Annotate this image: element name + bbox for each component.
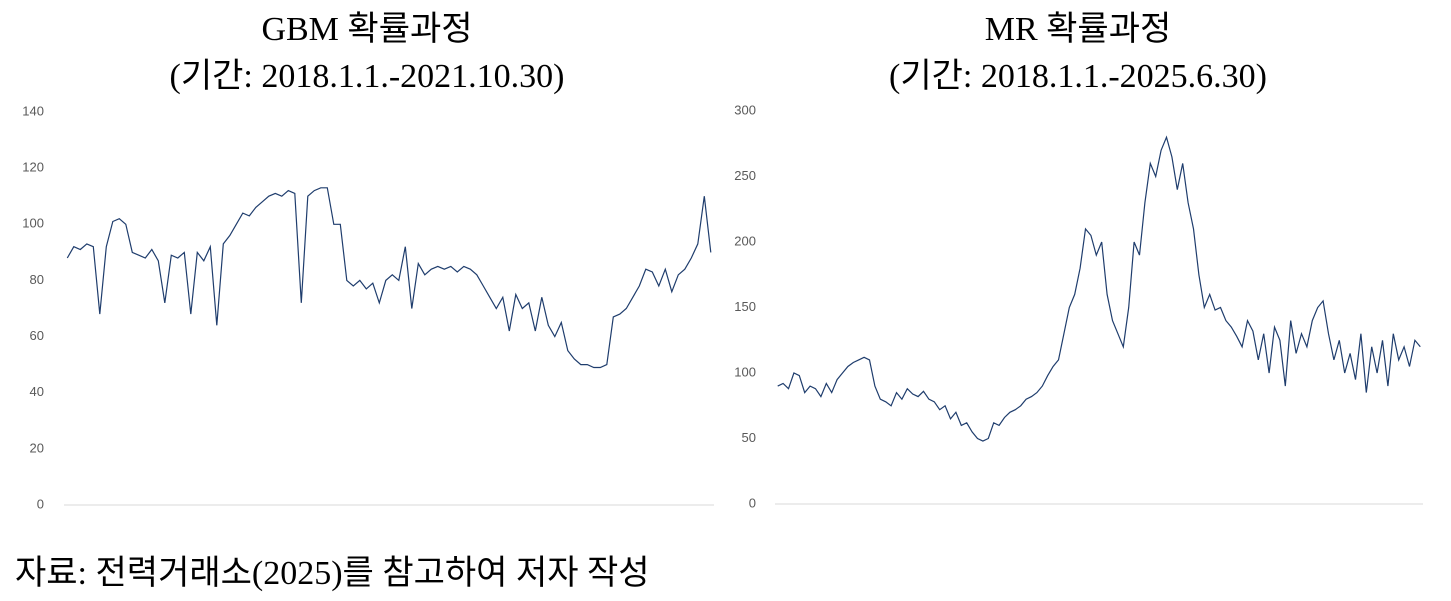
y-tick-label: 0 [749, 495, 756, 510]
y-tick-label: 60 [30, 328, 44, 343]
chart-subtitle: (기간: 2018.1.1.-2021.10.30) [170, 58, 565, 95]
y-tick-label: 300 [734, 102, 756, 117]
y-tick-label: 120 [22, 160, 44, 175]
y-tick-label: 200 [734, 233, 756, 248]
y-tick-label: 100 [22, 216, 44, 231]
y-tick-label: 20 [30, 440, 44, 455]
y-tick-label: 50 [742, 430, 756, 445]
chart-subtitle: (기간: 2018.1.1.-2025.6.30) [889, 58, 1267, 95]
y-tick-label: 140 [22, 103, 44, 118]
y-tick-label: 150 [734, 299, 756, 314]
y-tick-label: 80 [30, 272, 44, 287]
source-note: 자료: 전력거래소(2025)를 참고하여 저자 작성 [15, 555, 650, 592]
y-tick-label: 40 [30, 384, 44, 399]
y-tick-label: 0 [37, 496, 44, 511]
chart-title: MR 확률과정 [985, 11, 1172, 48]
y-tick-label: 100 [734, 364, 756, 379]
data-line [66, 187, 712, 369]
chart-title: GBM 확률과정 [261, 11, 472, 48]
data-line [777, 135, 1421, 442]
y-tick-label: 250 [734, 168, 756, 183]
